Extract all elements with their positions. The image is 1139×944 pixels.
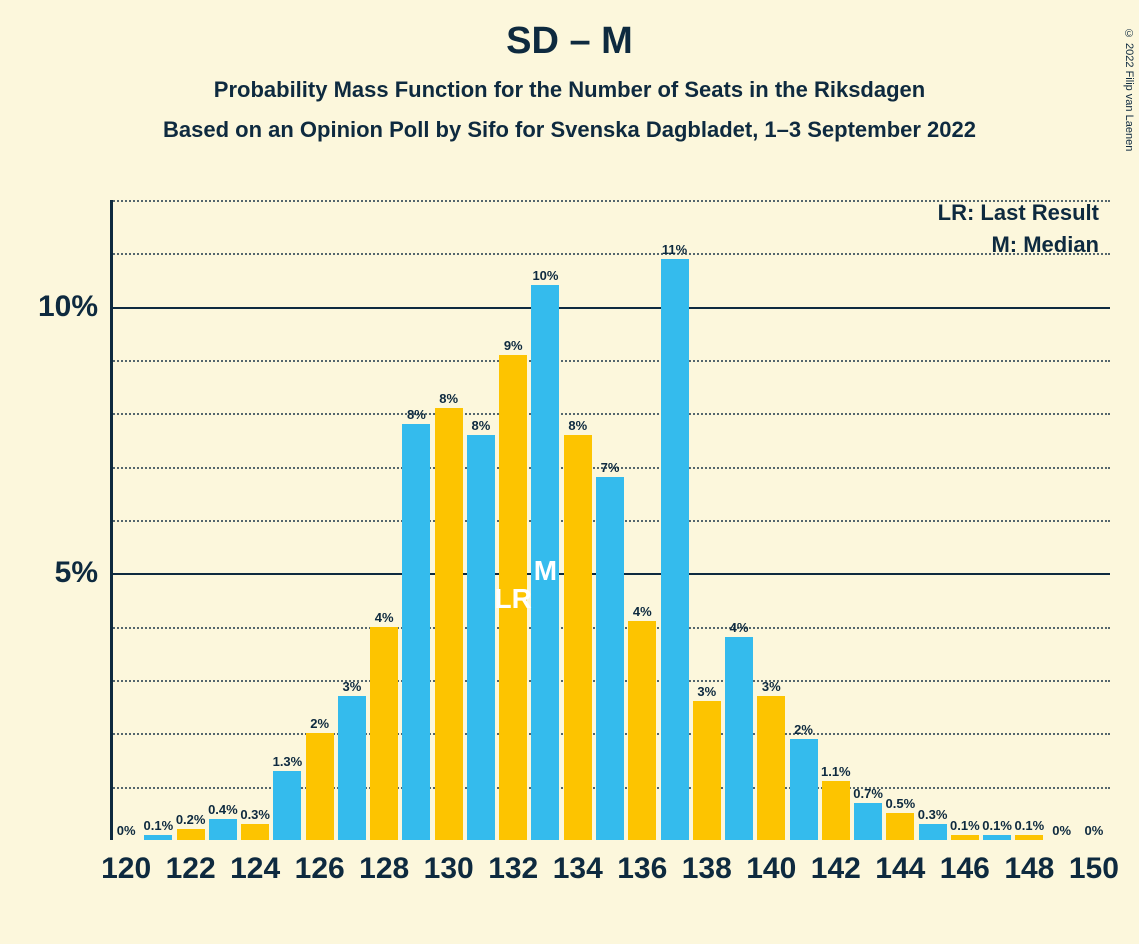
bar-value-label: 0% — [117, 823, 136, 838]
bar-value-label: 3% — [697, 684, 716, 699]
bar: 0.1% — [144, 835, 172, 840]
bar: 9% — [499, 355, 527, 840]
bar: 0.7% — [854, 803, 882, 840]
bar: 1.3% — [273, 771, 301, 840]
y-tick-label: 5% — [0, 556, 98, 590]
bar-value-label: 8% — [472, 418, 491, 433]
x-tick-label: 142 — [811, 852, 861, 886]
chart-subtitle-2: Based on an Opinion Poll by Sifo for Sve… — [0, 117, 1139, 143]
x-tick-label: 132 — [488, 852, 538, 886]
bar-value-label: 2% — [794, 722, 813, 737]
bar: 1.1% — [822, 781, 850, 840]
bar: 8% — [467, 435, 495, 840]
x-tick-label: 134 — [553, 852, 603, 886]
bar: 0.3% — [919, 824, 947, 840]
bar: 0.1% — [1015, 835, 1043, 840]
bar-value-label: 3% — [343, 679, 362, 694]
bar-value-label: 0.3% — [240, 807, 270, 822]
bar-value-label: 0.4% — [208, 802, 238, 817]
bar: 11% — [661, 259, 689, 840]
x-tick-label: 126 — [295, 852, 345, 886]
bar-value-label: 0.1% — [982, 818, 1012, 833]
chart-title: SD – M — [0, 20, 1139, 63]
bar: 3% — [693, 701, 721, 840]
bar: 4% — [725, 637, 753, 840]
bar-value-label: 2% — [310, 716, 329, 731]
bar-value-label: 10% — [532, 268, 558, 283]
x-tick-label: 124 — [230, 852, 280, 886]
y-tick-label: 10% — [0, 290, 98, 324]
bar-value-label: 4% — [375, 610, 394, 625]
bar: 0.1% — [951, 835, 979, 840]
x-tick-label: 120 — [101, 852, 151, 886]
bar: 8% — [564, 435, 592, 840]
x-axis-labels: 1201221241261281301321341361381401421441… — [110, 852, 1110, 902]
bar-value-label: 8% — [407, 407, 426, 422]
x-tick-label: 146 — [940, 852, 990, 886]
bar-value-label: 0.1% — [950, 818, 980, 833]
x-tick-label: 148 — [1004, 852, 1054, 886]
bar: 4% — [628, 621, 656, 840]
bar-value-label: 0% — [1084, 823, 1103, 838]
x-tick-label: 144 — [875, 852, 925, 886]
x-tick-label: 128 — [359, 852, 409, 886]
bar-value-label: 0% — [1052, 823, 1071, 838]
bar-value-label: 1.1% — [821, 764, 851, 779]
bar: 0.4% — [209, 819, 237, 840]
chart-plot-area: 0%0.1%0.2%0.4%0.3%1.3%2%3%4%8%8%8%9%10%8… — [110, 200, 1110, 840]
bar: 0.3% — [241, 824, 269, 840]
bar: 10% — [531, 285, 559, 840]
bar-value-label: 1.3% — [273, 754, 303, 769]
bar: 3% — [338, 696, 366, 840]
bar-value-label: 8% — [568, 418, 587, 433]
x-tick-label: 136 — [617, 852, 667, 886]
bar: 3% — [757, 696, 785, 840]
bar-value-label: 4% — [633, 604, 652, 619]
bar: 8% — [402, 424, 430, 840]
bar-value-label: 4% — [730, 620, 749, 635]
x-tick-label: 130 — [424, 852, 474, 886]
x-tick-label: 150 — [1069, 852, 1119, 886]
bar-value-label: 0.7% — [853, 786, 883, 801]
bar: 2% — [306, 733, 334, 840]
bar-value-label: 0.3% — [918, 807, 948, 822]
bar-value-label: 0.5% — [885, 796, 915, 811]
bar: 0.2% — [177, 829, 205, 840]
bar-value-label: 0.1% — [144, 818, 174, 833]
bar-value-label: 7% — [601, 460, 620, 475]
bar: 0.5% — [886, 813, 914, 840]
bar-value-label: 9% — [504, 338, 523, 353]
bar: 2% — [790, 739, 818, 840]
chart-subtitle: Probability Mass Function for the Number… — [0, 77, 1139, 103]
x-tick-label: 138 — [682, 852, 732, 886]
bar-container: 0%0.1%0.2%0.4%0.3%1.3%2%3%4%8%8%8%9%10%8… — [110, 200, 1110, 840]
bar-value-label: 3% — [762, 679, 781, 694]
bar-value-label: 0.2% — [176, 812, 206, 827]
bar-value-label: 8% — [439, 391, 458, 406]
bar-value-label: 11% — [662, 242, 687, 257]
bar: 4% — [370, 627, 398, 840]
copyright-text: © 2022 Filip van Laenen — [1123, 28, 1135, 151]
bar: 8% — [435, 408, 463, 840]
x-tick-label: 140 — [746, 852, 796, 886]
x-tick-label: 122 — [166, 852, 216, 886]
bar: 0.1% — [983, 835, 1011, 840]
bar: 7% — [596, 477, 624, 840]
bar-value-label: 0.1% — [1015, 818, 1045, 833]
